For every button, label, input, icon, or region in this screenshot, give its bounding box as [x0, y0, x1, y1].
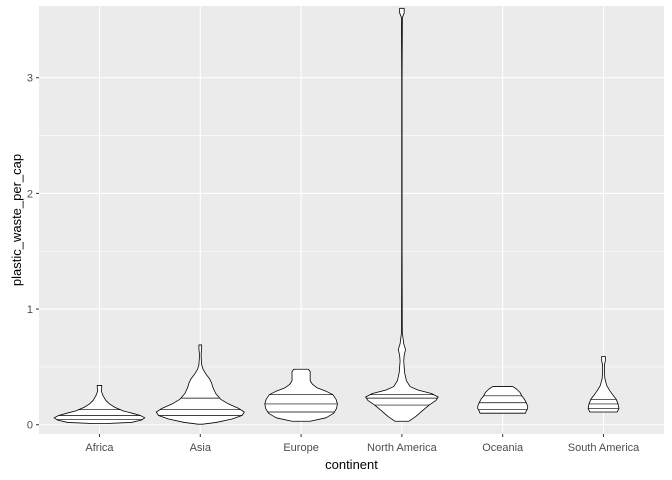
x-tick-label: Oceania: [482, 442, 524, 454]
violins: [53, 7, 620, 425]
violin-africa: [53, 385, 146, 424]
violin-shape: [587, 356, 620, 413]
y-tick-label: 2: [27, 188, 33, 200]
violin-shape: [155, 344, 245, 425]
grid-minor: [39, 135, 664, 368]
violin-south-america: [587, 356, 620, 413]
x-axis-title: continent: [325, 457, 378, 472]
x-tick-label: Asia: [190, 442, 212, 454]
x-tick-label: Europe: [283, 442, 318, 454]
violin-shape: [477, 386, 529, 414]
violin-europe: [264, 368, 338, 422]
x-tick-label: Africa: [85, 442, 114, 454]
violin-oceania: [477, 386, 529, 414]
violin-shape: [365, 7, 439, 422]
x-axis: Africa Asia Europe North America Oceania Sout…: [85, 434, 640, 454]
panel-background: [39, 6, 664, 434]
y-tick-label: 3: [27, 73, 33, 85]
violin-north-america: [365, 7, 439, 422]
y-axis: 0 1 2 3: [27, 73, 39, 432]
y-axis-title: plastic_waste_per_cap: [9, 154, 24, 286]
y-tick-label: 1: [27, 304, 33, 316]
violin-asia: [155, 344, 245, 425]
x-tick-label: North America: [367, 442, 438, 454]
y-tick-label: 0: [27, 420, 33, 432]
x-tick-label: South America: [568, 442, 640, 454]
